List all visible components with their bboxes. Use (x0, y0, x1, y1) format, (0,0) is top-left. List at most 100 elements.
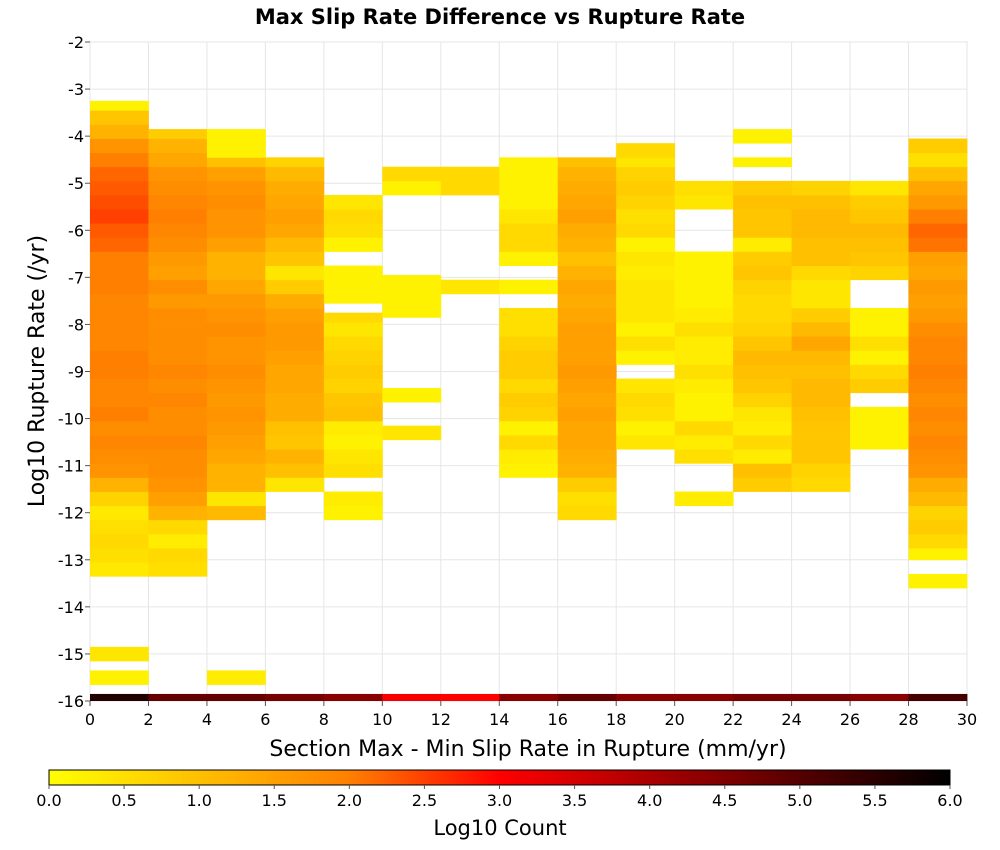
heatmap-cell (265, 237, 325, 252)
heatmap-cell (616, 279, 676, 295)
heatmap-cell (499, 463, 559, 478)
heatmap-cell (323, 491, 383, 507)
heatmap-cell (674, 420, 734, 436)
heatmap-cell (908, 406, 968, 422)
heatmap-bottom-cell (382, 693, 442, 701)
heatmap-bottom-cell (674, 693, 734, 701)
y-tick-label: -9 (68, 363, 84, 382)
heatmap-cell (382, 289, 442, 304)
heatmap-cell (733, 406, 792, 422)
heatmap-cell (499, 251, 559, 266)
heatmap-cell (382, 425, 442, 441)
heatmap-cell (616, 237, 676, 252)
heatmap-cell (206, 406, 266, 422)
heatmap-cell (90, 251, 149, 266)
heatmap-cell (908, 350, 968, 365)
colorbar-tick-label: 4.5 (712, 791, 737, 810)
heatmap-cell (499, 449, 559, 464)
heatmap-bottom-cell (265, 693, 325, 701)
heatmap-cell (908, 279, 968, 295)
heatmap-cell (791, 194, 851, 210)
heatmap-cell (557, 194, 617, 210)
heatmap-cell (323, 312, 383, 323)
heatmap-cell (674, 392, 734, 408)
colorbar-tick-label: 5.0 (787, 791, 812, 810)
heatmap-cell (908, 223, 968, 238)
heatmap-cell (148, 533, 208, 549)
heatmap-cell (90, 152, 149, 168)
heatmap-cell (616, 435, 676, 450)
heatmap-cell (908, 336, 968, 351)
heatmap-cell (499, 392, 559, 408)
heatmap-cell (148, 152, 208, 168)
heatmap-cell (850, 251, 909, 266)
heatmap-cell (90, 180, 149, 196)
heatmap-cell (90, 364, 149, 379)
heatmap-cell (674, 350, 734, 365)
heatmap-cell (499, 406, 559, 422)
heatmap-cell (733, 420, 792, 436)
colorbar-tick-label: 1.0 (186, 791, 211, 810)
heatmap-cell (323, 194, 383, 210)
y-tick-label: -13 (58, 551, 84, 570)
heatmap-cell (265, 392, 325, 408)
heatmap-cell (499, 350, 559, 365)
heatmap-cell (908, 322, 968, 337)
heatmap-cell (148, 463, 208, 478)
heatmap-cell (265, 378, 325, 394)
heatmap-cell (791, 209, 851, 224)
heatmap-cell (206, 194, 266, 210)
heatmap-cell (265, 279, 325, 295)
heatmap-cell (674, 307, 734, 323)
heatmap-cell (323, 336, 383, 351)
heatmap-cell (499, 209, 559, 224)
heatmap-cell (850, 364, 909, 379)
heatmap-cell (323, 378, 383, 394)
heatmap-cell (557, 378, 617, 394)
heatmap-cell (850, 194, 909, 210)
heatmap-cell (90, 194, 149, 210)
heatmap-bottom-cell (323, 693, 383, 701)
heatmap-cell (148, 336, 208, 351)
heatmap-cell (733, 194, 792, 210)
colorbar-tick-label: 1.5 (262, 791, 287, 810)
y-tick-label: -16 (58, 692, 84, 711)
heatmap-cell (206, 378, 266, 394)
x-tick-label: 26 (840, 710, 860, 729)
heatmap-cell (616, 406, 676, 422)
heatmap-cell (908, 251, 968, 266)
heatmap-cell (733, 463, 792, 478)
heatmap-cell (616, 350, 676, 365)
heatmap-cell (90, 435, 149, 450)
heatmap-cell (557, 449, 617, 464)
heatmap-cell (557, 406, 617, 422)
heatmap-cell (908, 237, 968, 252)
heatmap-cell (733, 350, 792, 365)
colorbar-tick-label: 5.5 (862, 791, 887, 810)
heatmap-cell (850, 209, 909, 224)
heatmap-cell (733, 477, 792, 492)
colorbar-tick-label: 6.0 (937, 791, 962, 810)
heatmap-cell (265, 420, 325, 436)
heatmap-cell (499, 223, 559, 238)
heatmap-cell (265, 265, 325, 281)
heatmap-cell (557, 491, 617, 507)
heatmap-cell (206, 279, 266, 295)
heatmap-cell (557, 505, 617, 521)
heatmap-cell (557, 180, 617, 196)
heatmap-cell (499, 420, 559, 436)
heatmap-cell (557, 350, 617, 365)
heatmap-cell (733, 449, 792, 464)
heatmap-cell (206, 463, 266, 478)
heatmap-cell (148, 293, 208, 309)
heatmap-cell (791, 293, 851, 309)
heatmap-cell (206, 157, 266, 168)
heatmap-cell (90, 420, 149, 436)
heatmap-cell (323, 463, 383, 478)
heatmap-cell (674, 322, 734, 337)
heatmap-cell (90, 646, 149, 662)
heatmap-cell (908, 307, 968, 323)
chart-title: Max Slip Rate Difference vs Rupture Rate (255, 5, 745, 29)
heatmap-cell (674, 435, 734, 450)
heatmap-cell (90, 166, 149, 182)
